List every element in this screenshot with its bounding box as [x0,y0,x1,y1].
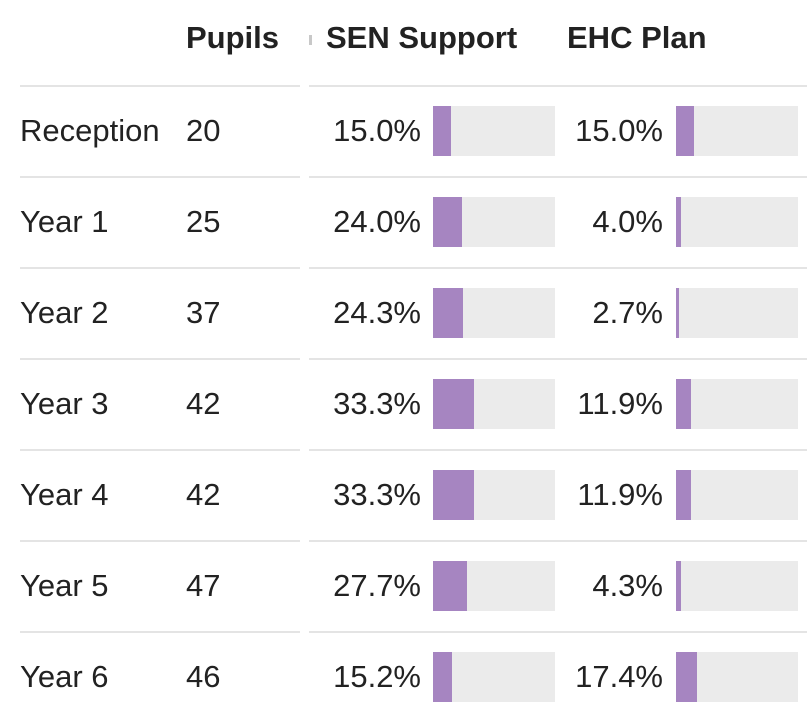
row-divider [309,85,555,87]
row-divider [309,358,555,360]
sen-support-bar [433,379,474,429]
sen-support-bar-track [433,288,555,338]
sen-support-bar [433,470,474,520]
ehc-plan-percent: 4.0% [592,204,663,239]
sen-support-bar-track [433,561,555,611]
ehc-plan-bar-track [676,197,798,247]
pupils-count: 42 [186,477,221,512]
year-group-label: Year 1 [20,204,109,239]
table-row: Year 3 42 33.3% 11.9% [0,359,807,449]
ehc-plan-bar-track [676,106,798,156]
pupils-count: 46 [186,659,221,694]
year-group-label: Reception [20,113,160,148]
pupils-count: 47 [186,568,221,603]
sen-support-bar [433,197,463,247]
year-group-label: Year 4 [20,477,109,512]
sen-support-percent: 15.0% [333,113,421,148]
ehc-plan-percent: 17.4% [575,659,663,694]
row-divider [309,631,555,633]
year-group-label: Year 6 [20,659,109,694]
ehc-plan-bar [676,379,691,429]
row-divider [309,176,555,178]
ehc-plan-column-header: EHC Plan [567,20,707,55]
sen-support-percent: 15.2% [333,659,421,694]
sen-support-bar-track [433,652,555,702]
row-divider [20,540,300,542]
row-divider [552,267,807,269]
table-row: Year 4 42 33.3% 11.9% [0,450,807,540]
row-divider [20,85,300,87]
sen-support-bar-track [433,379,555,429]
row-divider [552,176,807,178]
pupils-column-header: Pupils [186,20,280,55]
ehc-plan-bar-track [676,379,798,429]
ehc-plan-bar [676,470,691,520]
row-divider [309,449,555,451]
row-divider [20,631,300,633]
ehc-plan-bar [676,652,698,702]
ehc-plan-bar [676,197,681,247]
row-divider [20,449,300,451]
row-divider [552,449,807,451]
sen-support-bar [433,652,452,702]
pupils-count: 25 [186,204,221,239]
ehc-plan-bar [676,106,695,156]
sen-support-column-header: SEN Support [326,20,518,55]
row-divider [309,267,555,269]
pupils-count: 20 [186,113,221,148]
ehc-plan-bar [676,288,680,338]
ehc-plan-percent: 11.9% [577,477,663,512]
ehc-plan-bar [676,561,682,611]
sen-support-bar [433,561,467,611]
sen-support-percent: 27.7% [333,568,421,603]
ehc-plan-bar-track [676,470,798,520]
sen-support-bar-track [433,106,555,156]
row-divider [552,358,807,360]
column-divider [309,35,312,45]
ehc-plan-bar-track [676,288,798,338]
row-divider [20,358,300,360]
row-divider [20,267,300,269]
row-divider [552,85,807,87]
ehc-plan-bar-track [676,652,798,702]
row-divider [552,631,807,633]
table-row: Year 1 25 24.0% 4.0% [0,177,807,267]
sen-support-bar-track [433,197,555,247]
sen-support-bar [433,106,452,156]
table-row: Year 6 46 15.2% 17.4% [0,632,807,722]
ehc-plan-percent: 11.9% [577,386,663,421]
sen-support-bar [433,288,463,338]
table-row: Year 2 37 24.3% 2.7% [0,268,807,358]
ehc-plan-percent: 15.0% [575,113,663,148]
table-row: Reception 20 15.0% 15.0% [0,86,807,176]
year-group-label: Year 2 [20,295,109,330]
table-row: Year 5 47 27.7% 4.3% [0,541,807,631]
pupils-count: 42 [186,386,221,421]
year-group-label: Year 5 [20,568,109,603]
ehc-plan-bar-track [676,561,798,611]
row-divider [309,540,555,542]
pupils-count: 37 [186,295,221,330]
sen-support-bar-track [433,470,555,520]
sen-support-percent: 24.3% [333,295,421,330]
year-group-label: Year 3 [20,386,109,421]
sen-support-percent: 33.3% [333,386,421,421]
sen-support-percent: 33.3% [333,477,421,512]
sen-support-percent: 24.0% [333,204,421,239]
ehc-plan-percent: 4.3% [592,568,663,603]
row-divider [20,176,300,178]
ehc-plan-percent: 2.7% [592,295,663,330]
row-divider [552,540,807,542]
